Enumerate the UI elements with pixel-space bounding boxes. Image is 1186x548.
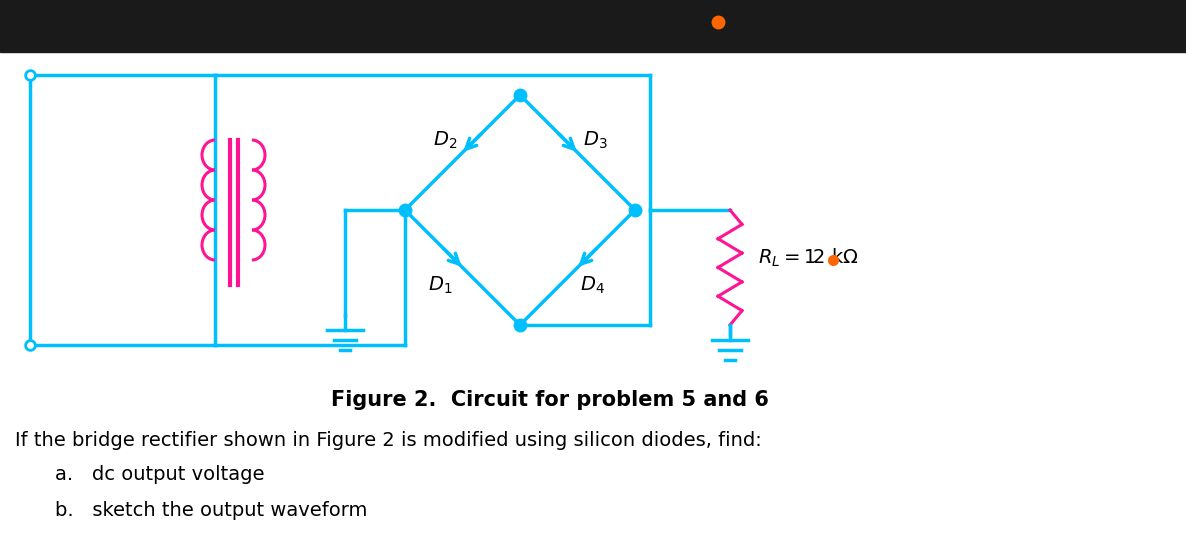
Text: $R_L = 1\!2\ \mathrm{k\Omega}$: $R_L = 1\!2\ \mathrm{k\Omega}$ [758,247,859,269]
Text: $D_1$: $D_1$ [428,275,452,296]
Text: If the bridge rectifier shown in Figure 2 is modified using silicon diodes, find: If the bridge rectifier shown in Figure … [15,431,761,449]
Text: b.   sketch the output waveform: b. sketch the output waveform [55,500,368,520]
Text: $D_2$: $D_2$ [433,129,457,151]
Text: $D_4$: $D_4$ [580,275,605,296]
Text: $D_3$: $D_3$ [582,129,607,151]
Text: a.   dc output voltage: a. dc output voltage [55,465,264,484]
Bar [0,0,1186,52]
Text: Figure 2.  Circuit for problem 5 and 6: Figure 2. Circuit for problem 5 and 6 [331,390,769,410]
